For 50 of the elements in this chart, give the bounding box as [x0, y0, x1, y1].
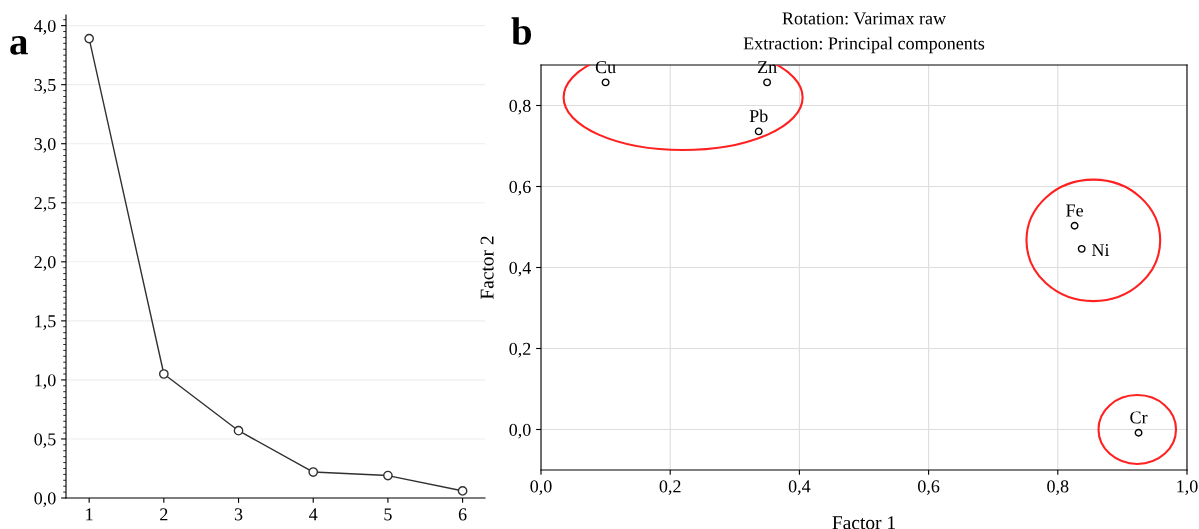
x-tick-label: 2: [160, 508, 168, 521]
point: [1134, 428, 1143, 437]
x-tick-label: 0,6: [918, 480, 940, 496]
y-axis-title: Factor 2: [480, 236, 494, 300]
x-axis-title: Factor 1: [832, 516, 895, 529]
x-tick-label: 0,8: [1047, 480, 1069, 496]
point: [457, 486, 468, 496]
text: b: [511, 17, 532, 45]
series-label: Fe: [1066, 204, 1083, 217]
y-tick-label: 0,4: [509, 261, 531, 277]
point: [308, 467, 319, 477]
y-tick-label: 0,0: [509, 423, 531, 439]
y-tick-label: 0,0: [34, 492, 56, 508]
text: a: [10, 36, 28, 55]
y-tick-label: 0,5: [34, 433, 56, 448]
x-tick-label: 1: [86, 508, 93, 521]
point: [601, 78, 610, 87]
x-tick-label: 5: [384, 508, 392, 521]
series-label: Ni: [1091, 244, 1110, 256]
y-tick-label: 1,0: [35, 374, 56, 389]
point: [233, 425, 244, 436]
y-tick-label: 0,6: [509, 180, 531, 196]
series-label: Cr: [1130, 411, 1148, 424]
x-tick-label: 1,0: [1177, 480, 1198, 496]
point: [763, 78, 772, 87]
y-tick-label: 3,5: [34, 78, 56, 94]
point: [1077, 244, 1086, 253]
y-tick-label: 2,5: [34, 197, 56, 212]
y-tick-label: 4,0: [34, 19, 56, 35]
x-tick-label: 6: [458, 508, 467, 521]
chart-subtitle: Extraction: Principal components: [743, 36, 985, 54]
point: [1070, 221, 1079, 230]
series-label: Zn: [757, 61, 777, 74]
y-tick-label: 0,2: [509, 342, 531, 358]
point: [158, 369, 169, 379]
point: [754, 127, 763, 136]
x-tick-label: 4: [309, 508, 318, 521]
chart-title: Rotation: Varimax raw: [782, 12, 946, 25]
y-tick-label: 1,5: [35, 315, 56, 330]
x-tick-label: 0,2: [659, 480, 681, 496]
series-label: Cu: [595, 61, 616, 74]
x-tick-label: 3: [234, 508, 243, 521]
point: [383, 470, 393, 481]
y-tick-label: 3,0: [34, 137, 56, 153]
x-tick-label: 0,4: [788, 480, 811, 496]
series-label: Pb: [749, 109, 768, 123]
y-tick-label: 2,0: [34, 256, 56, 271]
y-tick-label: 0,8: [509, 99, 531, 115]
point: [84, 33, 95, 44]
x-tick-label: 0,0: [530, 480, 552, 496]
